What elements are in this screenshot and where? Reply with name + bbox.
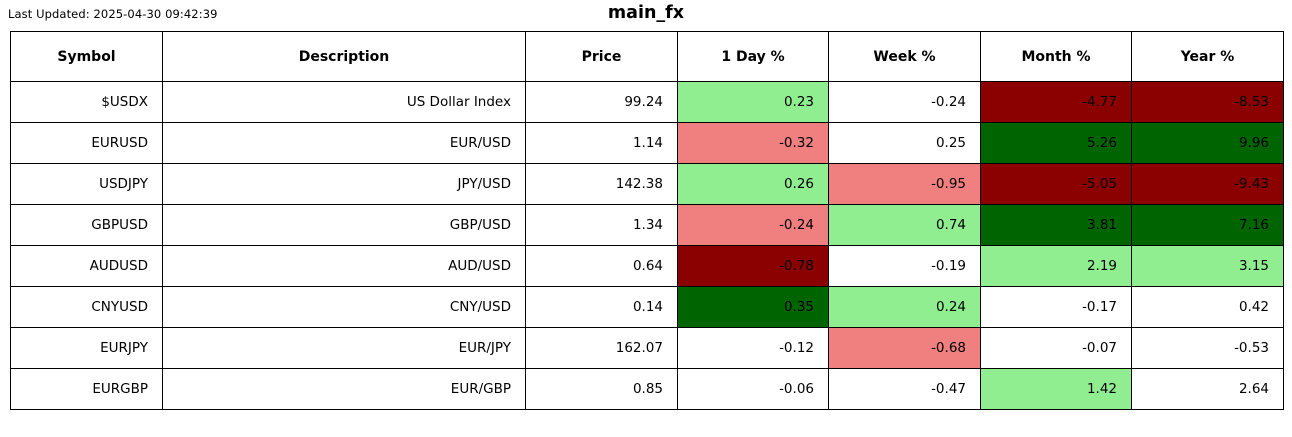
price-cell: 162.07	[525, 327, 678, 369]
week-change-cell: -0.24	[828, 81, 981, 123]
table-row: EURUSD EUR/USD 1.14 -0.32 0.25 5.26 9.96	[10, 122, 1284, 164]
description-cell: EUR/GBP	[162, 368, 526, 410]
year-change-cell: 2.64	[1131, 368, 1284, 410]
description-cell: GBP/USD	[162, 204, 526, 246]
symbol-cell: AUDUSD	[10, 245, 163, 287]
price-cell: 142.38	[525, 163, 678, 205]
price-cell: 1.34	[525, 204, 678, 246]
price-cell: 99.24	[525, 81, 678, 123]
month-change-cell: -5.05	[980, 163, 1132, 205]
table-row: GBPUSD GBP/USD 1.34 -0.24 0.74 3.81 7.16	[10, 204, 1284, 246]
month-change-cell: 5.26	[980, 122, 1132, 164]
table-row: USDJPY JPY/USD 142.38 0.26 -0.95 -5.05 -…	[10, 163, 1284, 205]
month-change-cell: -4.77	[980, 81, 1132, 123]
page-title: main_fx	[607, 3, 685, 23]
day-change-cell: -0.12	[677, 327, 829, 369]
symbol-cell: $USDX	[10, 81, 163, 123]
fx-table-header: Symbol Description Price 1 Day % Week % …	[10, 31, 1284, 82]
day-change-cell: -0.32	[677, 122, 829, 164]
symbol-cell: USDJPY	[10, 163, 163, 205]
table-row: AUDUSD AUD/USD 0.64 -0.78 -0.19 2.19 3.1…	[10, 245, 1284, 287]
price-cell: 0.14	[525, 286, 678, 328]
column-header-month: Month %	[980, 31, 1132, 82]
symbol-cell: EURJPY	[10, 327, 163, 369]
week-change-cell: -0.47	[828, 368, 981, 410]
fx-table-body: $USDX US Dollar Index 99.24 0.23 -0.24 -…	[10, 81, 1284, 410]
table-row: EURJPY EUR/JPY 162.07 -0.12 -0.68 -0.07 …	[10, 327, 1284, 369]
day-change-cell: -0.78	[677, 245, 829, 287]
column-header-day: 1 Day %	[677, 31, 829, 82]
symbol-cell: EURGBP	[10, 368, 163, 410]
description-cell: US Dollar Index	[162, 81, 526, 123]
day-change-cell: -0.06	[677, 368, 829, 410]
year-change-cell: -0.53	[1131, 327, 1284, 369]
week-change-cell: -0.19	[828, 245, 981, 287]
column-header-price: Price	[525, 31, 678, 82]
day-change-cell: 0.23	[677, 81, 829, 123]
symbol-cell: EURUSD	[10, 122, 163, 164]
year-change-cell: 7.16	[1131, 204, 1284, 246]
description-cell: EUR/JPY	[162, 327, 526, 369]
week-change-cell: -0.95	[828, 163, 981, 205]
week-change-cell: 0.24	[828, 286, 981, 328]
year-change-cell: 3.15	[1131, 245, 1284, 287]
fx-table: Symbol Description Price 1 Day % Week % …	[10, 31, 1284, 410]
column-header-symbol: Symbol	[10, 31, 163, 82]
month-change-cell: 3.81	[980, 204, 1132, 246]
symbol-cell: CNYUSD	[10, 286, 163, 328]
month-change-cell: -0.07	[980, 327, 1132, 369]
price-cell: 0.64	[525, 245, 678, 287]
header-row: Symbol Description Price 1 Day % Week % …	[10, 31, 1284, 82]
month-change-cell: 1.42	[980, 368, 1132, 410]
description-cell: EUR/USD	[162, 122, 526, 164]
column-header-week: Week %	[828, 31, 981, 82]
page-header: Last Updated: 2025-04-30 09:42:39 main_f…	[0, 0, 1292, 31]
column-header-year: Year %	[1131, 31, 1284, 82]
price-cell: 1.14	[525, 122, 678, 164]
table-row: CNYUSD CNY/USD 0.14 0.35 0.24 -0.17 0.42	[10, 286, 1284, 328]
year-change-cell: 9.96	[1131, 122, 1284, 164]
column-header-description: Description	[162, 31, 526, 82]
month-change-cell: -0.17	[980, 286, 1132, 328]
week-change-cell: 0.25	[828, 122, 981, 164]
day-change-cell: -0.24	[677, 204, 829, 246]
week-change-cell: -0.68	[828, 327, 981, 369]
description-cell: CNY/USD	[162, 286, 526, 328]
day-change-cell: 0.26	[677, 163, 829, 205]
description-cell: JPY/USD	[162, 163, 526, 205]
table-row: EURGBP EUR/GBP 0.85 -0.06 -0.47 1.42 2.6…	[10, 368, 1284, 410]
year-change-cell: -8.53	[1131, 81, 1284, 123]
last-updated-timestamp: Last Updated: 2025-04-30 09:42:39	[8, 7, 218, 21]
symbol-cell: GBPUSD	[10, 204, 163, 246]
table-row: $USDX US Dollar Index 99.24 0.23 -0.24 -…	[10, 81, 1284, 123]
year-change-cell: 0.42	[1131, 286, 1284, 328]
price-cell: 0.85	[525, 368, 678, 410]
day-change-cell: 0.35	[677, 286, 829, 328]
week-change-cell: 0.74	[828, 204, 981, 246]
year-change-cell: -9.43	[1131, 163, 1284, 205]
month-change-cell: 2.19	[980, 245, 1132, 287]
description-cell: AUD/USD	[162, 245, 526, 287]
